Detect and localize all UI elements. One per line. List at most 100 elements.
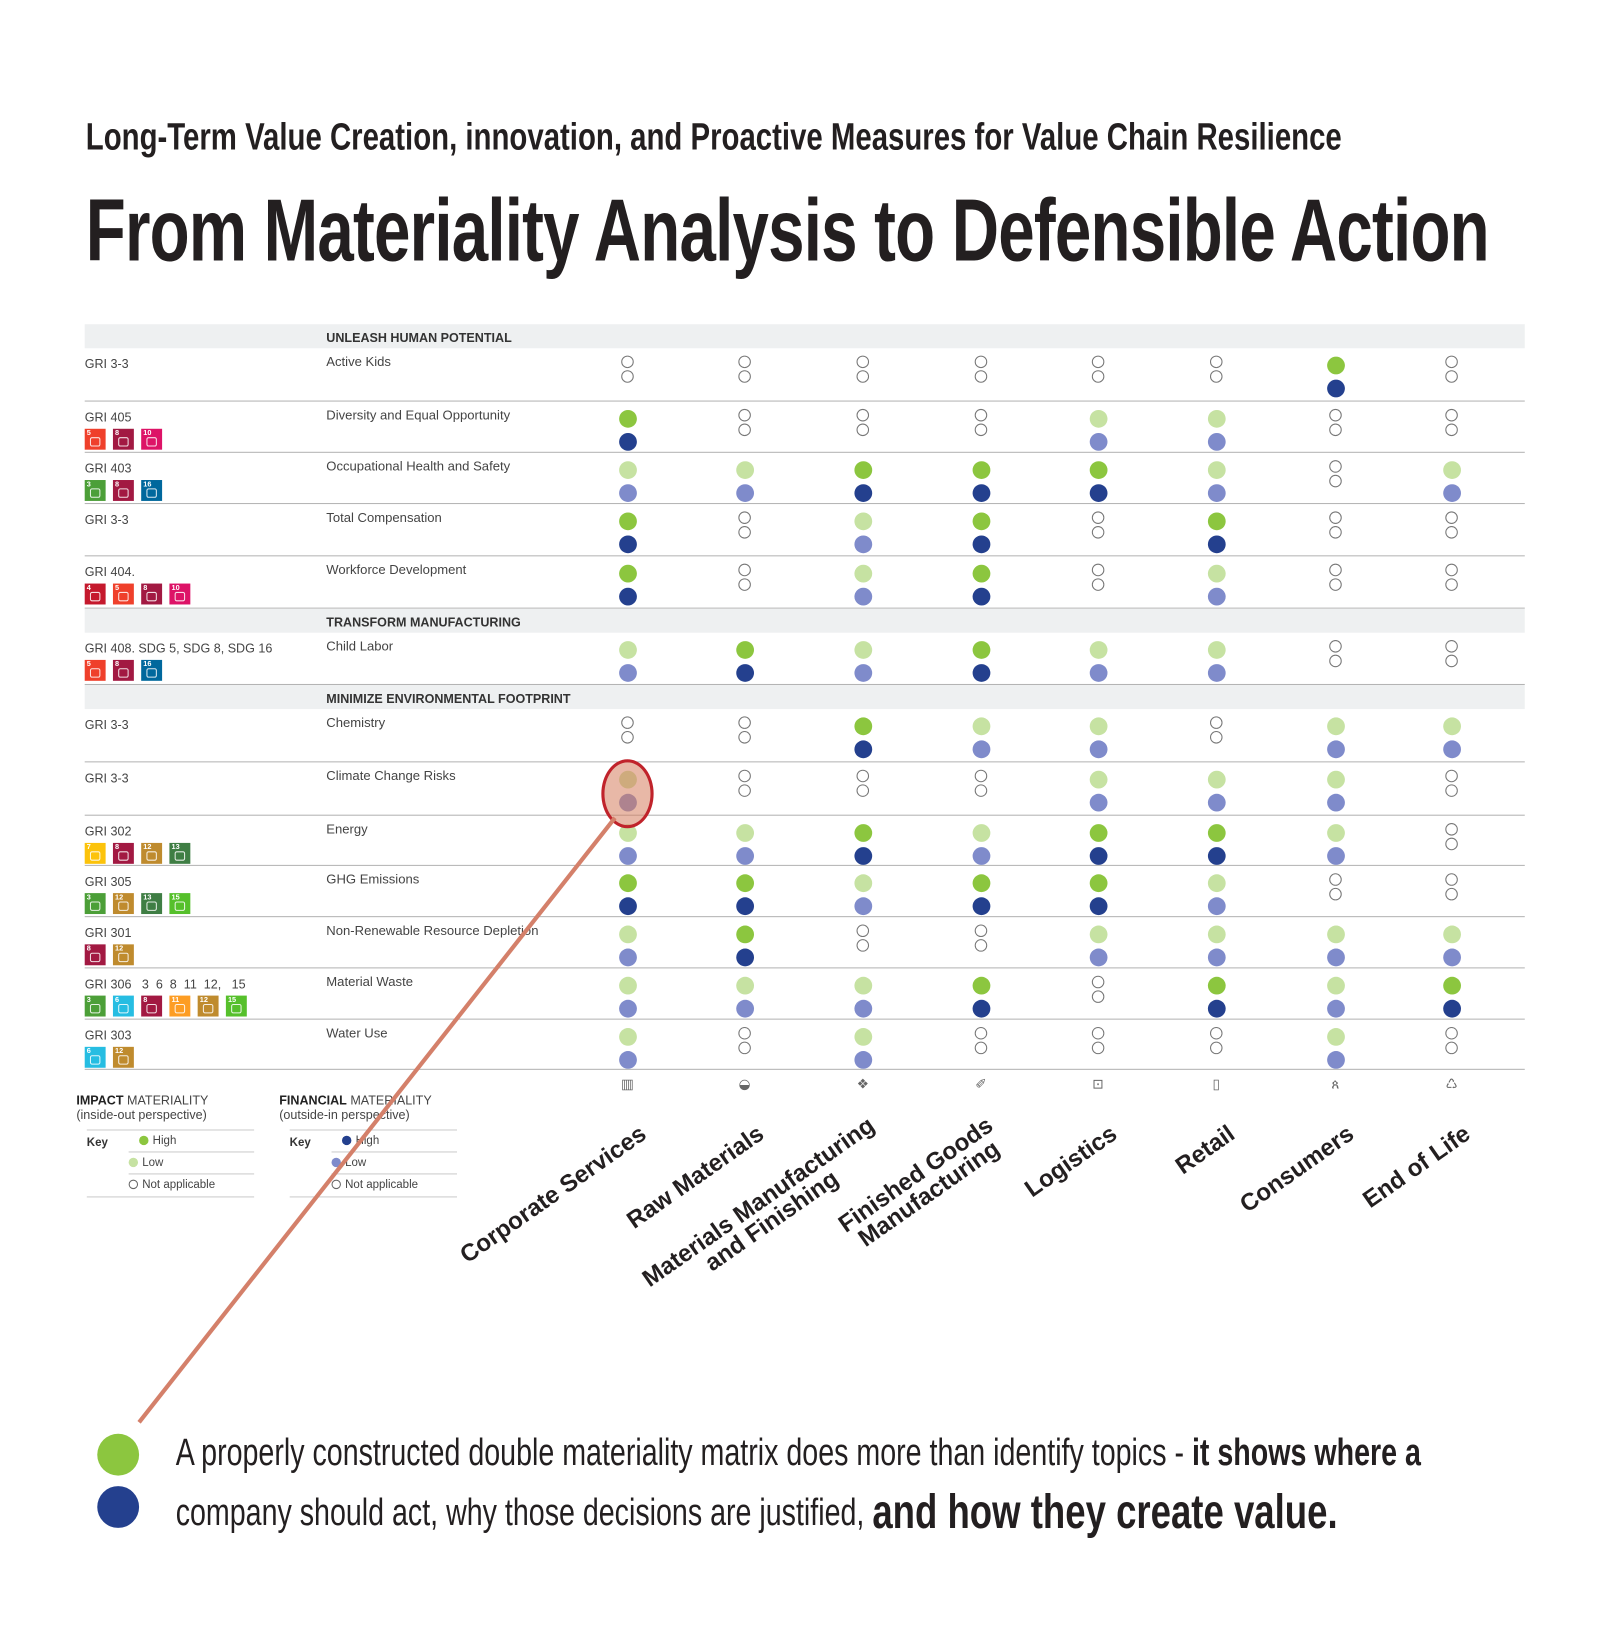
financial-low-dot	[1207, 587, 1226, 605]
financial-low-dot	[853, 896, 872, 915]
not-applicable-circle-icon	[738, 423, 751, 437]
gri-reference: GRI 306 3 6 8 11 12, 15	[84, 976, 246, 992]
financial-low-dot	[1207, 663, 1226, 682]
financial-low-dot	[853, 587, 872, 605]
impact-low-dot	[618, 1027, 637, 1046]
sdg-4-icon: 4	[84, 583, 106, 605]
not-applicable-circle-icon	[738, 716, 751, 729]
not-applicable-circle-icon	[738, 355, 751, 369]
not-applicable-circle-icon	[974, 769, 988, 783]
financial-high-dot	[1207, 534, 1226, 553]
not-applicable-circle-icon	[738, 563, 751, 577]
impact-high-dot	[853, 716, 872, 735]
shopping-bag-icon: ▯	[1212, 1077, 1221, 1093]
impact-high-dot	[735, 640, 754, 659]
sdg-icons: 3 8 16	[84, 480, 163, 501]
impact-low-dot	[1442, 460, 1461, 479]
financial-low-dot	[1326, 793, 1345, 812]
financial-low-dot	[1326, 1050, 1345, 1069]
section-title: UNLEASH HUMAN POTENTIAL	[326, 330, 512, 346]
not-applicable-circle-icon	[974, 924, 988, 938]
not-applicable-circle-icon	[1445, 784, 1458, 797]
not-applicable-circle-icon	[738, 769, 751, 783]
sdg-12-icon: 12	[112, 893, 134, 915]
financial-low-dot	[735, 999, 754, 1018]
sdg-8-icon: 8	[141, 995, 163, 1017]
financial-high-dot	[853, 483, 872, 502]
sdg-number: 12	[199, 996, 208, 1004]
financial-dot-icon	[97, 1486, 140, 1528]
financial-low-dot	[1326, 948, 1345, 966]
not-applicable-circle-icon	[1445, 408, 1458, 422]
gri-reference: GRI 303	[84, 1028, 132, 1043]
sdg-10-icon: 10	[169, 583, 191, 605]
table-row: GRI 408. SDG 5, SDG 8, SDG 16 Child Labor…	[84, 633, 1525, 685]
sdg-6-icon: 6	[112, 995, 134, 1017]
sdg-glyph	[89, 901, 101, 911]
section-title: TRANSFORM MANUFACTURING	[326, 614, 521, 630]
not-applicable-circle-icon	[1091, 975, 1105, 989]
sdg-glyph	[146, 668, 157, 678]
not-applicable-circle-icon	[1091, 526, 1105, 539]
gri-reference: GRI 3-3	[84, 512, 129, 528]
financial-high-dot	[1442, 999, 1461, 1018]
impact-high-dot	[1089, 873, 1107, 892]
legend-item-low: Low	[331, 1157, 366, 1169]
financial-high-dot	[618, 534, 637, 553]
sdg-glyph	[89, 952, 101, 963]
high-dot-icon	[139, 1135, 149, 1146]
topic-label: Occupational Health and Safety	[326, 459, 511, 474]
topic-label: Water Use	[326, 1025, 388, 1041]
not-applicable-circle-icon	[1329, 474, 1342, 488]
table-row: GRI 404. Workforce Development 4 5 8 10	[84, 556, 1525, 609]
sdg-glyph	[118, 668, 129, 678]
topic-label: Energy	[326, 821, 368, 837]
subtitle: Long-Term Value Creation, innovation, an…	[85, 115, 1342, 158]
financial-low-dot	[1326, 739, 1345, 758]
impact-low-dot	[618, 925, 637, 943]
table-row: GRI 405 Diversity and Equal Opportunity 5 8…	[84, 402, 1525, 453]
impact-high-dot	[972, 511, 990, 530]
not-applicable-circle-icon	[1091, 563, 1105, 577]
not-applicable-circle-icon	[1091, 355, 1105, 369]
sdg-number: 3	[86, 996, 91, 1004]
sdg-icons: 4 5 8 10	[84, 583, 191, 605]
financial-low-dot	[618, 999, 637, 1018]
not-applicable-circle-icon	[856, 423, 870, 437]
impact-low-dot	[1089, 716, 1107, 735]
not-applicable-circle-icon	[738, 370, 751, 383]
sdg-number: 3	[86, 894, 91, 902]
runner-icon: ጰ	[1331, 1077, 1340, 1093]
table-row: GRI 3-3 Total Compensation	[84, 504, 1525, 557]
not-applicable-circle-icon	[621, 355, 634, 369]
not-applicable-circle-icon	[1209, 716, 1223, 729]
sdg-number: 12	[115, 1047, 124, 1056]
impact-low-dot	[1326, 1027, 1345, 1046]
sdg-glyph	[118, 952, 129, 963]
topic-label: Non-Renewable Resource Depletion	[326, 923, 539, 939]
not-applicable-circle-icon	[1329, 460, 1342, 473]
financial-low-dot	[618, 1050, 637, 1069]
impact-low-dot	[1207, 770, 1226, 789]
sdg-glyph	[118, 1055, 129, 1065]
sdg-number: 5	[115, 584, 120, 592]
impact-low-dot	[1326, 770, 1345, 789]
not-applicable-circle-icon	[1329, 640, 1342, 653]
sdg-glyph	[89, 591, 101, 602]
not-applicable-circle-icon	[1445, 887, 1458, 901]
not-applicable-circle-icon	[738, 784, 751, 797]
building-icon: ▥	[621, 1077, 634, 1093]
sdg-6-icon: 6	[84, 1046, 106, 1068]
not-applicable-circle-icon	[1329, 654, 1342, 668]
sdg-12-icon: 12	[112, 944, 134, 966]
section-header: UNLEASH HUMAN POTENTIAL	[84, 324, 1525, 349]
gri-reference: GRI 408. SDG 5, SDG 8, SDG 16	[84, 641, 273, 656]
financial-low-dot	[1089, 432, 1107, 451]
not-applicable-circle-icon	[1329, 563, 1342, 577]
section-title: MINIMIZE ENVIRONMENTAL FOOTPRINT	[326, 691, 571, 706]
financial-high-dot	[853, 846, 872, 865]
not-applicable-circle-icon	[1209, 1041, 1223, 1055]
financial-low-dot	[1442, 483, 1461, 502]
financial-high-dot	[1089, 896, 1107, 915]
